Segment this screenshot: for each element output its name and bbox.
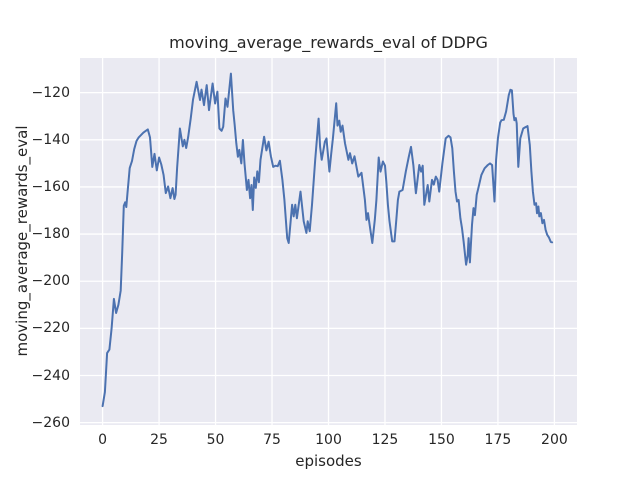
y-tick-label: −200 [31, 273, 70, 290]
reward-line [101, 72, 554, 408]
y-tick-label: −120 [31, 84, 70, 101]
x-tick-label: 75 [263, 432, 281, 448]
x-tick-label: 125 [371, 432, 399, 448]
x-tick-label: 175 [484, 432, 512, 448]
grid-lines [80, 58, 577, 425]
x-axis-label: episodes [295, 452, 362, 470]
y-tick-label: −140 [31, 131, 70, 148]
y-tick-label: −160 [31, 178, 70, 195]
chart-title: moving_average_rewards_eval of DDPG [169, 33, 488, 52]
x-tick-label: 100 [315, 432, 342, 448]
plot-area [80, 58, 577, 425]
y-tick-label: −240 [31, 367, 70, 384]
y-tick-label: −180 [31, 226, 70, 243]
x-tick-label: 150 [428, 432, 455, 448]
x-tick-label: 50 [206, 432, 225, 448]
x-tick-label: 25 [150, 432, 168, 448]
x-tick-label: 200 [541, 432, 568, 448]
x-tick-label: 0 [98, 432, 108, 448]
y-tick-label: −220 [31, 320, 70, 337]
plot-svg [80, 58, 577, 425]
y-tick-label: −260 [31, 414, 70, 431]
y-axis-label: moving_average_rewards_eval [13, 125, 31, 357]
